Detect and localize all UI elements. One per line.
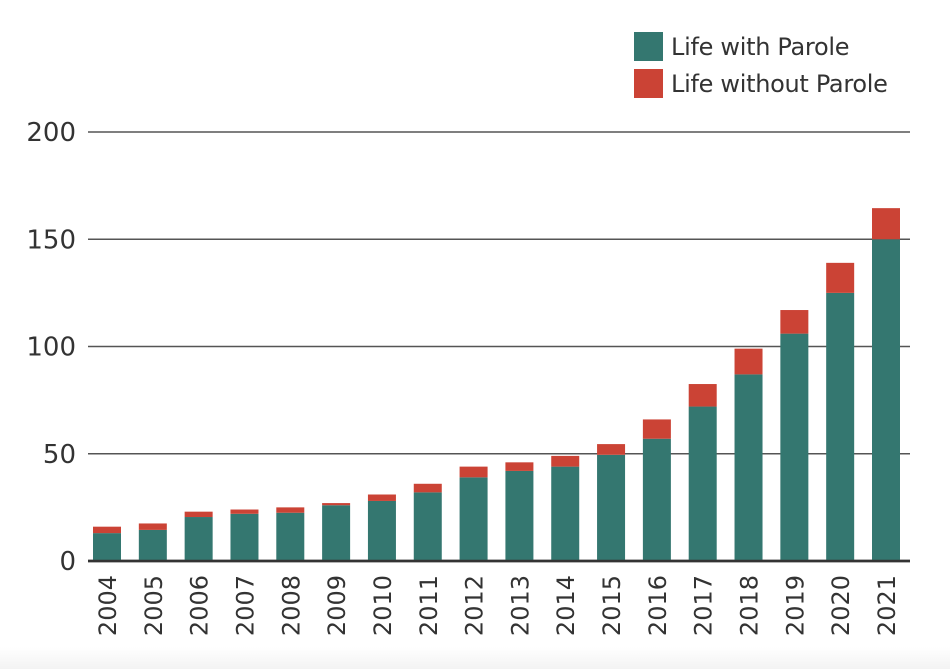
bar-life-without-parole-2010: [367, 494, 396, 501]
bar-life-without-parole-2012: [459, 466, 488, 478]
x-tick-label: 2019: [781, 575, 809, 636]
bar-life-without-parole-2011: [413, 483, 442, 493]
x-tick-label: 2016: [644, 575, 672, 636]
bar-life-without-parole-2019: [780, 310, 809, 334]
legend-item-life-without-parole: Life without Parole: [634, 65, 888, 102]
y-tick-label: 50: [43, 440, 76, 470]
legend-item-life-with-parole: Life with Parole: [634, 28, 888, 65]
bar-life-without-parole-2009: [322, 503, 351, 506]
x-tick-label: 2010: [369, 575, 397, 636]
x-tick-label: 2018: [736, 575, 764, 636]
bar-life-without-parole-2015: [597, 444, 626, 455]
bar-life-without-parole-2021: [872, 208, 900, 240]
bar-life-with-parole-2017: [688, 406, 717, 561]
legend-swatch-life-without-parole: [634, 69, 663, 98]
x-tick-label: 2015: [598, 575, 626, 636]
legend-label: Life with Parole: [671, 32, 850, 61]
bar-life-with-parole-2005: [138, 529, 167, 561]
x-tick-label: 2020: [827, 575, 855, 636]
x-tick-label: 2011: [415, 575, 443, 636]
bar-life-with-parole-2011: [413, 492, 442, 561]
bar-life-without-parole-2006: [184, 511, 213, 518]
x-tick-label: 2013: [506, 575, 534, 636]
x-tick-label: 2007: [231, 575, 259, 636]
legend-label: Life without Parole: [671, 69, 888, 98]
x-tick-label: 2006: [186, 575, 214, 636]
bar-life-with-parole-2013: [505, 470, 534, 561]
x-tick-label: 2005: [140, 575, 168, 636]
bar-life-without-parole-2018: [734, 348, 763, 375]
bar-life-with-parole-2006: [184, 517, 213, 561]
bar-life-with-parole-2010: [367, 500, 396, 561]
bar-life-with-parole-2014: [551, 466, 580, 561]
bar-life-with-parole-2007: [230, 513, 259, 561]
bar-life-with-parole-2015: [597, 454, 626, 561]
bar-life-with-parole-2004: [93, 533, 121, 561]
bar-life-without-parole-2007: [230, 509, 259, 514]
x-tick-label: 2004: [94, 575, 122, 636]
bar-life-without-parole-2020: [826, 262, 855, 293]
x-tick-label: 2017: [690, 575, 718, 636]
bar-life-without-parole-2013: [505, 462, 534, 471]
bars: [88, 208, 910, 563]
bar-life-without-parole-2014: [551, 455, 580, 467]
bar-life-with-parole-2012: [459, 477, 488, 561]
x-tick-label: 2009: [323, 575, 351, 636]
y-tick-label: 100: [26, 333, 76, 363]
bar-life-with-parole-2020: [826, 292, 855, 561]
bar-life-without-parole-2008: [276, 507, 305, 513]
x-tick-label: 2012: [461, 575, 489, 636]
bar-life-with-parole-2018: [734, 374, 763, 561]
y-tick-label: 0: [59, 547, 76, 577]
y-tick-label: 200: [26, 118, 76, 148]
bar-life-without-parole-2016: [642, 419, 671, 439]
bar-life-with-parole-2008: [276, 512, 305, 561]
x-tick-label: 2014: [552, 575, 580, 636]
bar-life-with-parole-2016: [642, 438, 671, 561]
bar-life-with-parole-2019: [780, 333, 809, 561]
x-tick-label: 2021: [873, 575, 901, 636]
legend-swatch-life-with-parole: [634, 32, 663, 61]
y-axis-ticks: 0 50 100 150 200: [26, 118, 76, 577]
y-tick-label: 150: [26, 225, 76, 255]
bar-life-without-parole-2017: [688, 384, 717, 407]
bar-life-with-parole-2021: [872, 239, 900, 561]
bar-life-without-parole-2005: [138, 523, 167, 530]
x-axis-ticks: 2004 2005 2006 2007 2008 2009 2010 2011 2012 2013…: [94, 575, 901, 636]
legend: Life with Parole Life without Parole: [634, 28, 888, 102]
x-tick-label: 2008: [277, 575, 305, 636]
bar-life-without-parole-2004: [93, 526, 121, 534]
bottom-edge: [0, 647, 950, 669]
bar-life-with-parole-2009: [322, 505, 351, 561]
